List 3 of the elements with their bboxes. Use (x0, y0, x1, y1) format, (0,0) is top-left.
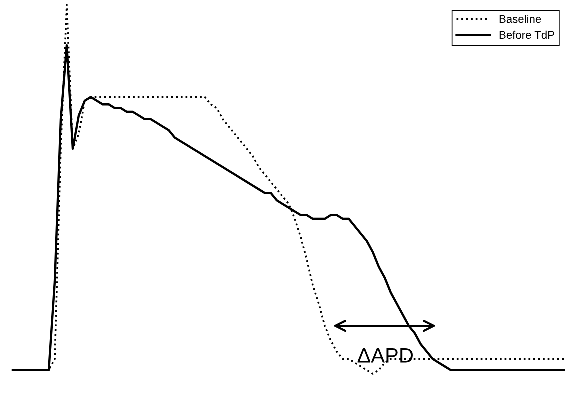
legend-label: Baseline (500, 15, 542, 24)
legend-label: Before TdP (500, 30, 554, 40)
annotation: ΔAPD (358, 348, 413, 363)
